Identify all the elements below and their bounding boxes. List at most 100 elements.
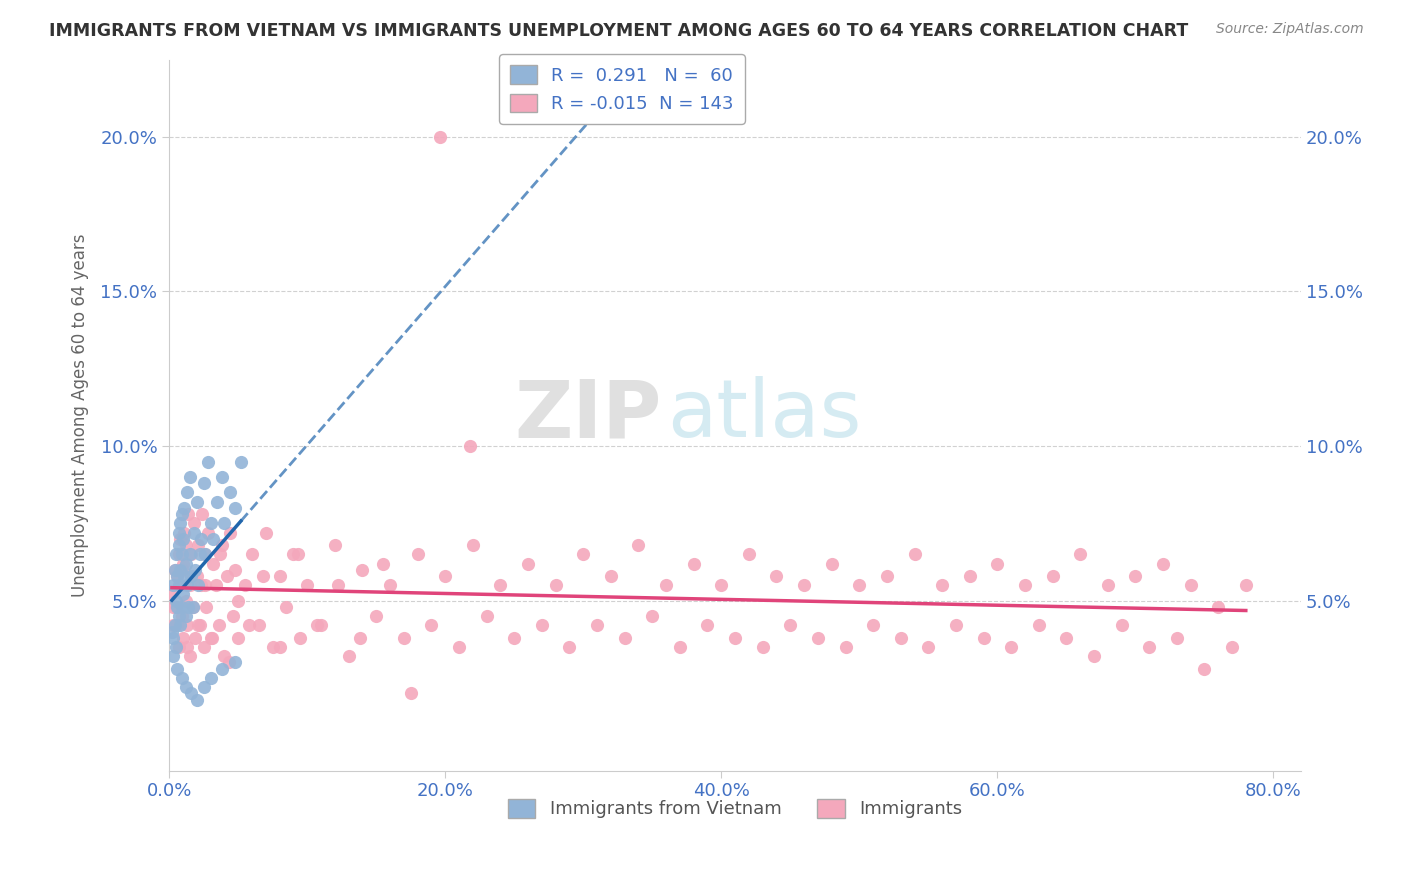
Point: [202, 532, 225, 546]
Point: [283, 547, 305, 561]
Point: [183, 525, 205, 540]
Point: [287, 547, 309, 561]
Point: [544, 578, 567, 592]
Point: [461, 538, 484, 552]
Point: [710, 578, 733, 592]
Point: [793, 578, 815, 592]
Point: [167, 547, 190, 561]
Point: [751, 640, 773, 654]
Point: [169, 516, 191, 531]
Point: [247, 618, 270, 632]
Point: [174, 680, 197, 694]
Point: [219, 485, 242, 500]
Point: [173, 569, 195, 583]
Point: [655, 578, 678, 592]
Point: [167, 609, 190, 624]
Point: [205, 578, 228, 592]
Point: [211, 470, 233, 484]
Point: [1042, 569, 1064, 583]
Point: [429, 129, 451, 144]
Point: [214, 516, 236, 531]
Point: [352, 563, 374, 577]
Point: [337, 649, 360, 664]
Point: [217, 569, 239, 583]
Point: [226, 593, 249, 607]
Point: [194, 547, 217, 561]
Point: [599, 569, 621, 583]
Point: [197, 454, 219, 468]
Point: [252, 569, 274, 583]
Point: [1194, 662, 1216, 676]
Point: [176, 618, 198, 632]
Point: [172, 557, 194, 571]
Point: [173, 525, 195, 540]
Point: [765, 569, 787, 583]
Point: [295, 578, 318, 592]
Point: [176, 578, 198, 592]
Point: [821, 557, 844, 571]
Point: [434, 569, 457, 583]
Point: [165, 599, 187, 614]
Point: [276, 599, 298, 614]
Point: [181, 569, 204, 583]
Point: [179, 578, 201, 592]
Point: [973, 631, 995, 645]
Point: [240, 547, 263, 561]
Point: [194, 547, 217, 561]
Point: [181, 599, 204, 614]
Point: [177, 599, 200, 614]
Point: [696, 618, 718, 632]
Point: [876, 569, 898, 583]
Point: [1069, 547, 1091, 561]
Legend: Immigrants from Vietnam, Immigrants: Immigrants from Vietnam, Immigrants: [501, 792, 969, 826]
Point: [166, 662, 188, 676]
Point: [162, 578, 184, 592]
Point: [399, 686, 422, 700]
Point: [200, 631, 222, 645]
Point: [165, 547, 187, 561]
Point: [1137, 640, 1160, 654]
Point: [160, 587, 183, 601]
Point: [207, 494, 229, 508]
Point: [165, 640, 187, 654]
Point: [530, 618, 553, 632]
Point: [201, 631, 224, 645]
Point: [219, 525, 242, 540]
Text: atlas: atlas: [668, 376, 862, 454]
Point: [180, 569, 202, 583]
Point: [193, 680, 215, 694]
Point: [848, 578, 870, 592]
Point: [503, 631, 526, 645]
Point: [738, 547, 761, 561]
Point: [166, 569, 188, 583]
Point: [229, 454, 252, 468]
Point: [917, 640, 939, 654]
Point: [475, 609, 498, 624]
Point: [1083, 649, 1105, 664]
Point: [194, 578, 217, 592]
Point: [224, 656, 246, 670]
Point: [193, 476, 215, 491]
Point: [378, 578, 401, 592]
Point: [309, 618, 332, 632]
Point: [371, 557, 394, 571]
Point: [174, 557, 197, 571]
Point: [807, 631, 830, 645]
Point: [1152, 557, 1174, 571]
Point: [202, 557, 225, 571]
Point: [193, 640, 215, 654]
Point: [170, 609, 193, 624]
Point: [166, 569, 188, 583]
Point: [779, 618, 801, 632]
Point: [166, 599, 188, 614]
Point: [406, 547, 429, 561]
Point: [254, 525, 277, 540]
Point: [174, 609, 197, 624]
Point: [1054, 631, 1077, 645]
Point: [959, 569, 981, 583]
Point: [163, 563, 186, 577]
Point: [162, 631, 184, 645]
Point: [517, 557, 540, 571]
Point: [195, 599, 218, 614]
Point: [188, 618, 211, 632]
